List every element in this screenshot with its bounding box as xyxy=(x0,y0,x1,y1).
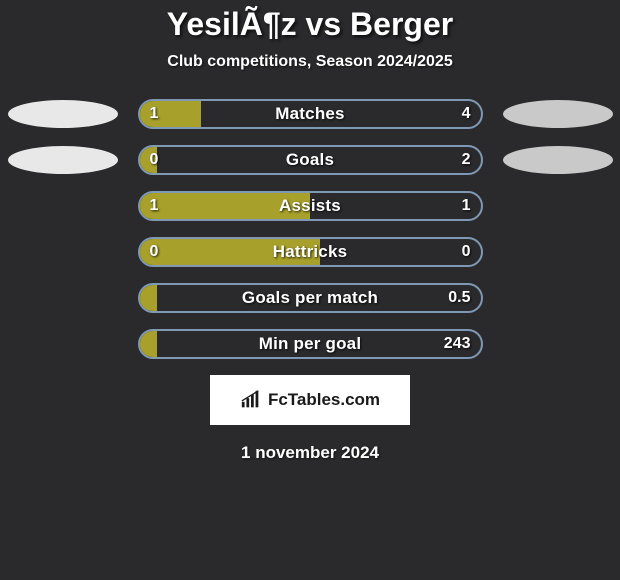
stat-bar: Min per goal243 xyxy=(138,329,483,359)
stat-rows: 1Matches40Goals21Assists10Hattricks0Goal… xyxy=(0,99,620,359)
oval-spacer xyxy=(8,238,118,266)
oval-spacer xyxy=(503,192,613,220)
stat-right-value: 0 xyxy=(462,239,471,265)
stat-label: Min per goal xyxy=(140,331,481,357)
stat-row: 1Assists1 xyxy=(0,191,620,221)
stat-bar: 0Hattricks0 xyxy=(138,237,483,267)
page-title: YesilÃ¶z vs Berger xyxy=(0,6,620,43)
comparison-card: YesilÃ¶z vs Berger Club competitions, Se… xyxy=(0,0,620,580)
stat-label: Matches xyxy=(140,101,481,127)
stat-row: 0Goals2 xyxy=(0,145,620,175)
stat-bar: Goals per match0.5 xyxy=(138,283,483,313)
stat-right-value: 0.5 xyxy=(448,285,470,311)
player-left-oval xyxy=(8,146,118,174)
player-left-oval xyxy=(8,100,118,128)
stat-bar: 1Matches4 xyxy=(138,99,483,129)
stat-label: Goals per match xyxy=(140,285,481,311)
stat-row: Goals per match0.5 xyxy=(0,283,620,313)
stat-right-value: 2 xyxy=(462,147,471,173)
oval-spacer xyxy=(503,330,613,358)
oval-spacer xyxy=(503,284,613,312)
oval-spacer xyxy=(503,238,613,266)
stat-bar: 1Assists1 xyxy=(138,191,483,221)
oval-spacer xyxy=(8,330,118,358)
stat-row: 0Hattricks0 xyxy=(0,237,620,267)
logo-box[interactable]: FcTables.com xyxy=(210,375,410,425)
stat-label: Goals xyxy=(140,147,481,173)
player-right-oval xyxy=(503,100,613,128)
stat-label: Assists xyxy=(140,193,481,219)
stat-right-value: 243 xyxy=(444,331,471,357)
stat-right-value: 4 xyxy=(462,101,471,127)
bars-icon xyxy=(240,389,262,411)
stat-label: Hattricks xyxy=(140,239,481,265)
oval-spacer xyxy=(8,192,118,220)
stat-row: Min per goal243 xyxy=(0,329,620,359)
oval-spacer xyxy=(8,284,118,312)
date-label: 1 november 2024 xyxy=(0,443,620,463)
stat-row: 1Matches4 xyxy=(0,99,620,129)
logo-text: FcTables.com xyxy=(268,390,380,410)
subtitle: Club competitions, Season 2024/2025 xyxy=(0,53,620,71)
stat-bar: 0Goals2 xyxy=(138,145,483,175)
stat-right-value: 1 xyxy=(462,193,471,219)
player-right-oval xyxy=(503,146,613,174)
